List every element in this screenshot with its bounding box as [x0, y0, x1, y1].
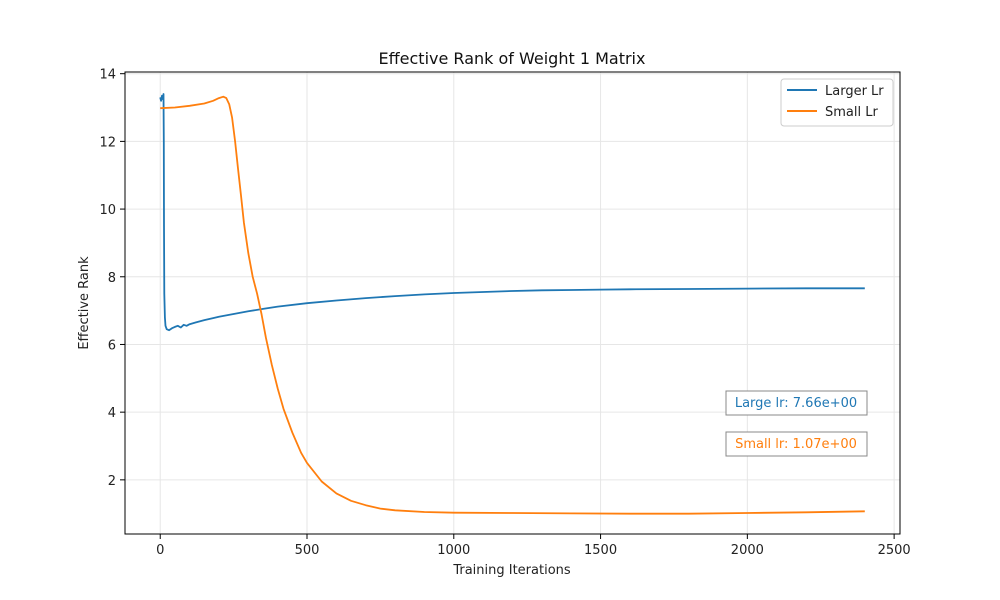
legend-label-larger-lr: Larger Lr: [825, 84, 884, 99]
y-tick-label: 8: [108, 271, 116, 286]
y-tick-label: 14: [99, 68, 116, 83]
y-tick-label: 12: [99, 135, 116, 150]
chart-title: Effective Rank of Weight 1 Matrix: [379, 49, 646, 68]
y-tick-label: 10: [99, 203, 116, 218]
y-tick-label: 4: [108, 406, 116, 421]
x-tick-label: 2000: [731, 543, 764, 558]
y-tick-label: 6: [108, 338, 116, 353]
y-tick-label: 2: [108, 474, 116, 489]
legend: Larger Lr Small Lr: [780, 78, 894, 127]
annotation-text-small-lr: Small lr: 1.07e+00: [735, 437, 857, 452]
annotation-box-large-lr: [725, 390, 868, 416]
series-line-small-lr: [160, 95, 865, 515]
x-tick-label: 1000: [437, 543, 470, 558]
x-tick-label: 500: [295, 543, 320, 558]
plot-frame: [124, 71, 901, 535]
x-axis-label: Training Iterations: [452, 563, 571, 578]
x-tick-label: 0: [156, 543, 164, 558]
annotation-box-small-lr: [725, 431, 868, 457]
x-tick-label: 1500: [584, 543, 617, 558]
annotation-large-lr: Large lr: 7.66e+00: [725, 390, 868, 416]
annotation-text-large-lr: Large lr: 7.66e+00: [735, 396, 857, 411]
x-tick-label: 2500: [878, 543, 911, 558]
grid: [125, 72, 900, 534]
axis-ticks: 0 500 1000 1500 2000 2500 2 4 6 8 10 12 14: [99, 68, 910, 558]
legend-label-small-lr: Small Lr: [825, 105, 878, 120]
y-axis-label: Effective Rank: [77, 256, 92, 350]
annotation-small-lr: Small lr: 1.07e+00: [725, 431, 868, 457]
series-group: [159, 93, 865, 515]
series-line-larger-lr: [159, 93, 865, 332]
